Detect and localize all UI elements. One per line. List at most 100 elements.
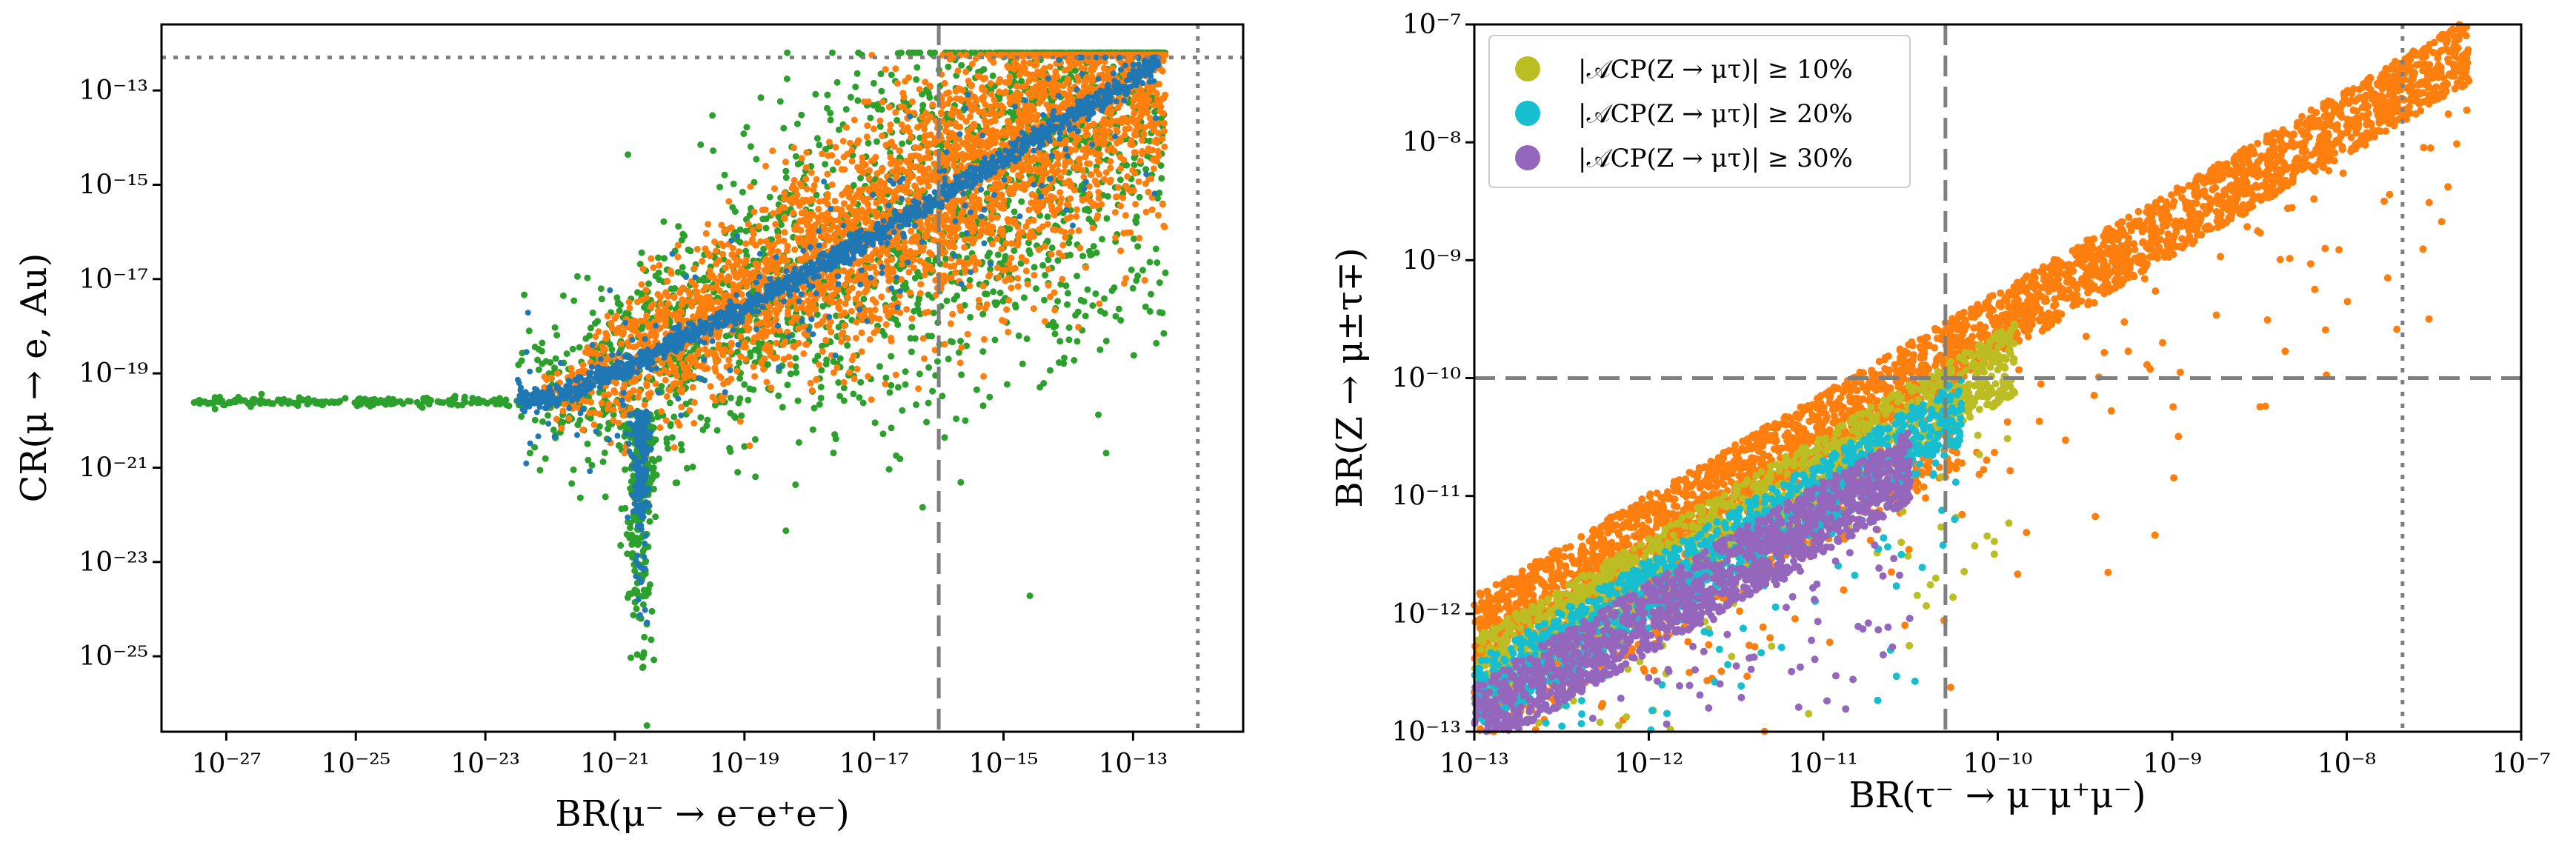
left-green-point <box>697 141 705 148</box>
left-green-point <box>1157 162 1165 169</box>
left-orange-point <box>830 369 837 376</box>
left-green-point <box>281 398 288 405</box>
left-green-point <box>812 90 819 98</box>
left-orange-point <box>1028 93 1035 101</box>
left-orange-point <box>805 198 813 205</box>
left-orange-point <box>742 355 750 363</box>
left-orange-point <box>719 250 727 258</box>
left-green-point <box>958 371 965 378</box>
left-green-point <box>1006 108 1014 116</box>
left-green-point <box>1131 236 1137 242</box>
left-green-point <box>630 536 637 544</box>
left-green-point <box>1148 290 1154 298</box>
left-orange-point <box>733 367 741 375</box>
left-green-point <box>793 120 801 127</box>
left-orange-point <box>800 284 808 292</box>
left-green-point <box>888 353 895 360</box>
left-orange-point <box>870 125 877 133</box>
left-green-point <box>747 143 754 150</box>
left-orange-point <box>987 80 994 87</box>
left-orange-point <box>925 183 932 190</box>
left-orange-point <box>642 287 650 294</box>
left-orange-point <box>828 181 836 188</box>
left-green-point <box>570 466 577 473</box>
left-orange-point <box>1037 98 1045 105</box>
left-green-point <box>319 401 327 409</box>
left-orange-point <box>862 289 869 296</box>
left-green-point <box>1026 592 1034 599</box>
left-orange-point <box>656 424 664 431</box>
left-green-point <box>1072 312 1079 319</box>
left-green-point <box>1092 290 1099 298</box>
left-green-point <box>809 426 816 433</box>
left-orange-point <box>832 144 839 151</box>
left-orange-point <box>956 359 964 367</box>
left-green-point <box>766 193 773 201</box>
left-green-point <box>996 290 1004 296</box>
left-green-point <box>824 91 831 99</box>
left-green-point <box>941 434 948 441</box>
left-green-point <box>631 587 639 593</box>
left-green-point <box>326 399 333 407</box>
left-orange-point <box>1132 149 1139 156</box>
left-green-point <box>616 307 623 315</box>
left-green-point <box>792 481 799 488</box>
left-orange-point <box>966 282 974 290</box>
left-orange-point <box>853 318 860 326</box>
left-green-point <box>588 461 596 469</box>
left-orange-point <box>954 67 962 75</box>
left-green-point <box>989 72 996 79</box>
left-green-point <box>1064 290 1071 297</box>
left-green-point <box>1064 301 1071 308</box>
left-orange-point <box>962 236 969 244</box>
left-green-point <box>646 581 653 588</box>
left-orange-point <box>781 229 788 236</box>
left-green-point <box>700 277 708 284</box>
left-green-point <box>1095 411 1102 418</box>
left-orange-point <box>728 224 735 231</box>
left-green-point <box>1115 305 1122 313</box>
left-green-point <box>982 290 989 298</box>
left-green-point <box>1041 296 1048 304</box>
left-green-point <box>484 399 491 407</box>
left-green-point <box>958 61 965 69</box>
left-orange-point <box>938 109 945 116</box>
left-orange-point <box>750 230 757 238</box>
left-orange-point <box>873 270 880 276</box>
left-green-point <box>1079 253 1087 260</box>
left-green-point <box>521 291 528 298</box>
left-green-point <box>898 49 905 56</box>
left-orange-point <box>773 339 780 347</box>
left-orange-point <box>690 420 698 427</box>
left-green-point <box>902 381 909 388</box>
left-green-point <box>671 285 679 292</box>
left-green-point <box>736 238 744 246</box>
left-orange-point <box>999 127 1007 135</box>
left-orange-point <box>866 335 873 343</box>
left-orange-point <box>1132 201 1139 208</box>
left-green-point <box>553 332 561 338</box>
left-orange-point <box>956 303 964 310</box>
left-orange-point <box>899 90 907 97</box>
left-orange-point <box>1095 189 1102 196</box>
left-orange-point <box>928 266 936 273</box>
left-orange-point <box>725 258 732 266</box>
left-orange-point <box>752 260 759 267</box>
left-green-point <box>467 399 475 407</box>
left-green-point <box>727 394 734 401</box>
left-orange-point <box>851 375 858 382</box>
left-orange-point <box>945 134 953 141</box>
left-green-point <box>608 346 616 353</box>
left-orange-point <box>636 388 643 395</box>
left-orange-point <box>613 313 620 320</box>
left-green-point <box>648 607 656 615</box>
left-orange-point <box>650 264 657 271</box>
left-green-point <box>913 401 919 408</box>
left-green-point <box>721 171 728 178</box>
left-orange-point <box>736 418 744 425</box>
left-orange-point <box>885 104 893 111</box>
left-green-point <box>1056 338 1064 345</box>
left-green-point <box>1023 335 1031 342</box>
left-orange-point <box>678 404 685 411</box>
